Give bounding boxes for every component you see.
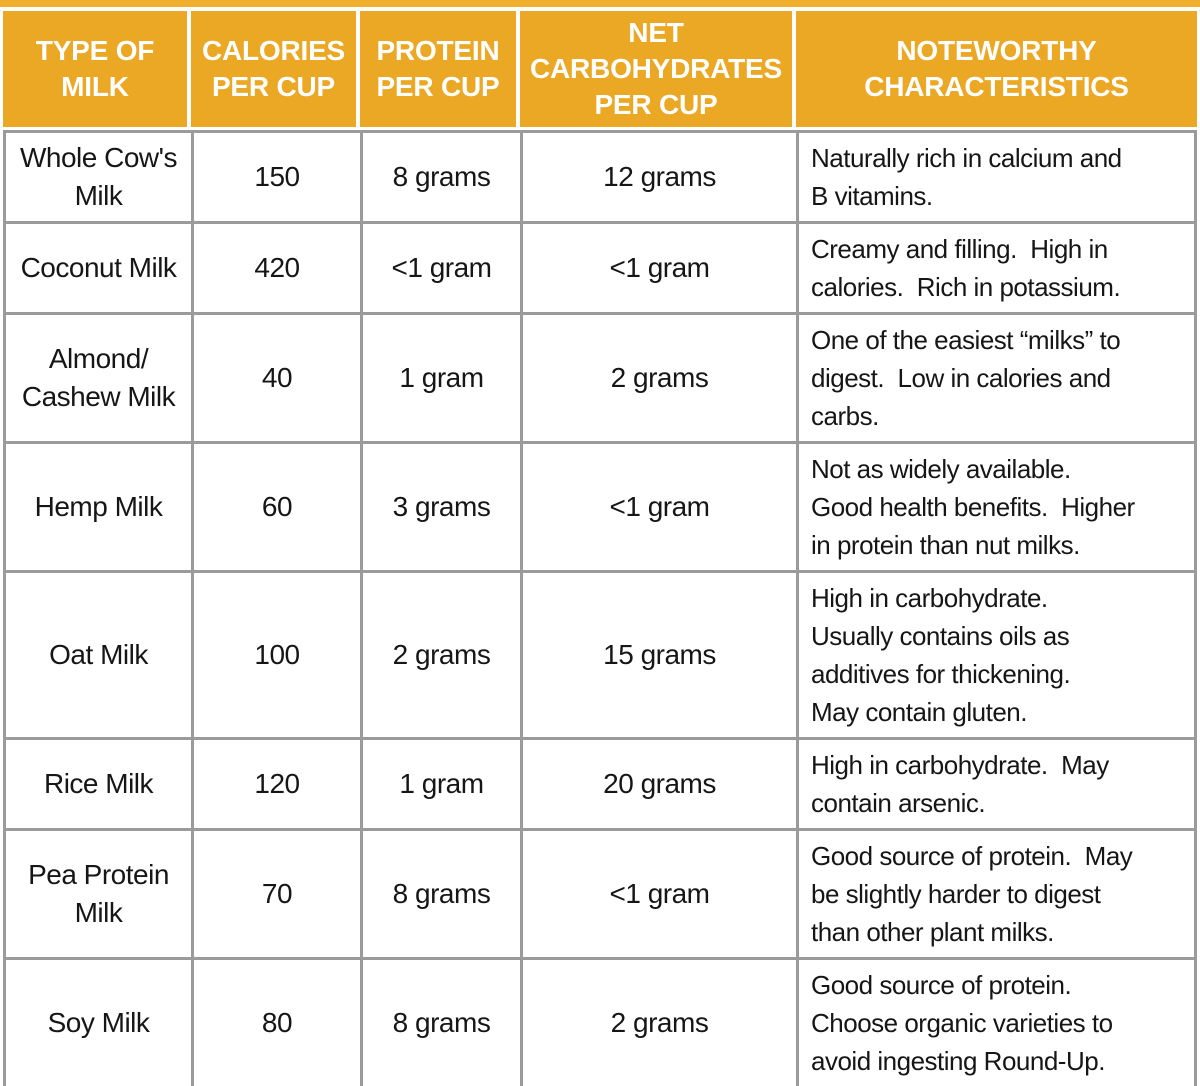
header-type-of-milk: TYPE OF MILK	[3, 11, 191, 127]
carbs-cell: 2 grams	[523, 960, 799, 1086]
carbs-cell: <1 gram	[523, 224, 799, 315]
header-protein: PROTEIN PER CUP	[360, 11, 520, 127]
protein-cell: 1 gram	[363, 740, 523, 831]
protein-cell: 8 grams	[363, 831, 523, 960]
calories-cell: 40	[194, 315, 363, 444]
protein-cell: 8 grams	[363, 960, 523, 1086]
notes-cell: Not as widely available. Good health ben…	[799, 444, 1194, 573]
notes-cell: Creamy and filling. High in calories. Ri…	[799, 224, 1194, 315]
notes-cell: Good source of protein. Choose organic v…	[799, 960, 1194, 1086]
protein-cell: 1 gram	[363, 315, 523, 444]
header-noteworthy: NOTEWORTHY CHARACTERISTICS	[796, 11, 1197, 127]
milk-type-cell: Oat Milk	[6, 573, 194, 740]
header-net-carbs: NET CARBOHYDRATES PER CUP	[520, 11, 796, 127]
carbs-cell: 2 grams	[523, 315, 799, 444]
carbs-cell: 15 grams	[523, 573, 799, 740]
carbs-cell: <1 gram	[523, 444, 799, 573]
carbs-cell: 12 grams	[523, 133, 799, 224]
calories-cell: 70	[194, 831, 363, 960]
notes-cell: High in carbohydrate. May contain arseni…	[799, 740, 1194, 831]
protein-cell: 3 grams	[363, 444, 523, 573]
calories-cell: 150	[194, 133, 363, 224]
carbs-cell: 20 grams	[523, 740, 799, 831]
notes-cell: High in carbohydrate. Usually contains o…	[799, 573, 1194, 740]
protein-cell: 8 grams	[363, 133, 523, 224]
notes-cell: Good source of protein. May be slightly …	[799, 831, 1194, 960]
table-header-row: TYPE OF MILK CALORIES PER CUP PROTEIN PE…	[3, 11, 1197, 127]
calories-cell: 80	[194, 960, 363, 1086]
milk-type-cell: Rice Milk	[6, 740, 194, 831]
milk-type-cell: Soy Milk	[6, 960, 194, 1086]
calories-cell: 60	[194, 444, 363, 573]
protein-cell: 2 grams	[363, 573, 523, 740]
calories-cell: 100	[194, 573, 363, 740]
carbs-cell: <1 gram	[523, 831, 799, 960]
milk-type-cell: Coconut Milk	[6, 224, 194, 315]
calories-cell: 420	[194, 224, 363, 315]
milk-type-cell: Hemp Milk	[6, 444, 194, 573]
milk-type-cell: Almond/ Cashew Milk	[6, 315, 194, 444]
calories-cell: 120	[194, 740, 363, 831]
notes-cell: One of the easiest “milks” to digest. Lo…	[799, 315, 1194, 444]
top-accent-bar	[0, 0, 1200, 7]
milk-type-cell: Pea Protein Milk	[6, 831, 194, 960]
milk-comparison-table: Whole Cow's Milk 150 8 grams 12 grams Na…	[3, 130, 1197, 1086]
notes-cell: Naturally rich in calcium and B vitamins…	[799, 133, 1194, 224]
milk-type-cell: Whole Cow's Milk	[6, 133, 194, 224]
protein-cell: <1 gram	[363, 224, 523, 315]
header-calories: CALORIES PER CUP	[191, 11, 360, 127]
